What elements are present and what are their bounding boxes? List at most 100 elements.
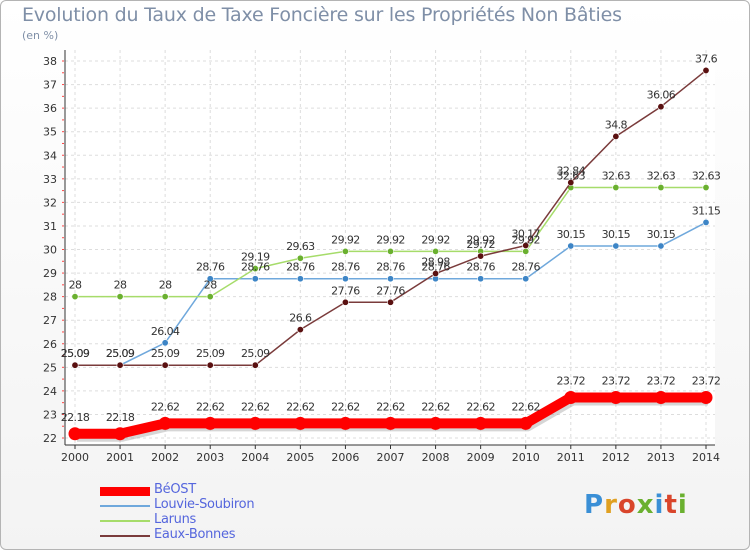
legend-label: Eaux-Bonnes xyxy=(154,527,236,542)
x-tick-label: 2008 xyxy=(422,451,450,464)
x-tick-label: 2009 xyxy=(467,451,495,464)
y-tick-label: 26 xyxy=(43,338,57,351)
series-laruns-data-label: 32.63 xyxy=(602,170,631,183)
series-eaux-bonnes-point xyxy=(432,270,440,278)
series-louvie-soubiron-data-label: 28.76 xyxy=(376,261,405,274)
series-louvie-soubiron-point xyxy=(522,275,530,283)
series-b-ost-data-label: 23.72 xyxy=(557,374,586,387)
series-louvie-soubiron-data-label: 30.15 xyxy=(602,228,631,241)
x-tick-label: 2005 xyxy=(286,451,314,464)
series-b-ost-data-label: 22.62 xyxy=(196,400,225,413)
x-tick-label: 2007 xyxy=(377,451,405,464)
y-tick-label: 25 xyxy=(43,361,57,374)
x-tick-label: 2012 xyxy=(602,451,630,464)
series-louvie-soubiron-data-label: 28.76 xyxy=(286,261,315,274)
series-eaux-bonnes-data-label: 34.8 xyxy=(605,118,628,131)
series-laruns-point xyxy=(522,247,530,255)
series-louvie-soubiron-data-label: 28.76 xyxy=(196,261,225,274)
series-eaux-bonnes-data-label: 25.09 xyxy=(196,347,225,360)
y-tick-label: 30 xyxy=(43,244,57,257)
series-b-ost-point xyxy=(338,416,352,430)
series-b-ost-point xyxy=(113,427,127,441)
series-louvie-soubiron-data-label: 28.76 xyxy=(511,261,540,274)
series-b-ost-point xyxy=(699,390,713,404)
y-tick-label: 28 xyxy=(43,291,57,304)
series-louvie-soubiron-data-label: 28.76 xyxy=(466,261,495,274)
series-b-ost-point xyxy=(203,416,217,430)
series-laruns-data-label: 29.19 xyxy=(241,251,270,264)
x-tick-label: 2004 xyxy=(241,451,269,464)
series-laruns-point xyxy=(657,184,665,192)
legend-label: BéOST xyxy=(154,482,196,497)
series-eaux-bonnes-data-label: 25.09 xyxy=(241,347,270,360)
series-laruns-point xyxy=(206,293,214,301)
x-tick-label: 2002 xyxy=(151,451,179,464)
series-louvie-soubiron-data-label: 25.09 xyxy=(106,347,135,360)
series-laruns-data-label: 29.92 xyxy=(511,233,540,246)
series-eaux-bonnes-point xyxy=(71,361,79,369)
series-eaux-bonnes-point xyxy=(612,132,620,140)
series-b-ost-data-label: 22.62 xyxy=(331,400,360,413)
series-laruns-data-label: 29.92 xyxy=(331,233,360,246)
legend-swatch xyxy=(100,535,150,537)
series-b-ost-data-label: 22.62 xyxy=(511,400,540,413)
y-tick-label: 23 xyxy=(43,408,57,421)
y-tick-label: 31 xyxy=(43,220,57,233)
series-b-ost-point xyxy=(248,416,262,430)
y-tick-label: 34 xyxy=(43,149,57,162)
series-laruns-point xyxy=(116,293,124,301)
series-b-ost-data-label: 22.62 xyxy=(421,400,450,413)
series-laruns-point xyxy=(161,293,169,301)
series-b-ost-point xyxy=(609,390,623,404)
series-eaux-bonnes-data-label: 25.09 xyxy=(61,347,90,360)
series-louvie-soubiron-point xyxy=(341,275,349,283)
series-louvie-soubiron-point xyxy=(477,275,485,283)
series-b-ost-data-label: 23.72 xyxy=(647,374,676,387)
series-louvie-soubiron-data-label: 28.76 xyxy=(421,261,450,274)
series-eaux-bonnes-point xyxy=(657,103,665,111)
legend-label: Laruns xyxy=(154,512,197,527)
series-laruns-data-label: 29.92 xyxy=(421,233,450,246)
series-laruns-data-label: 29.63 xyxy=(286,240,315,253)
series-eaux-bonnes-data-label: 26.6 xyxy=(289,312,312,325)
x-tick-label: 2014 xyxy=(692,451,720,464)
series-louvie-soubiron-point xyxy=(702,218,710,226)
series-b-ost-data-label: 22.62 xyxy=(241,400,270,413)
plot-area xyxy=(65,50,715,445)
series-louvie-soubiron-data-label: 26.04 xyxy=(151,325,180,338)
series-b-ost-point xyxy=(293,416,307,430)
chart-title: Evolution du Taux de Taxe Foncière sur l… xyxy=(22,4,622,26)
series-eaux-bonnes-point xyxy=(161,361,169,369)
series-louvie-soubiron-data-label: 31.15 xyxy=(692,204,721,217)
series-b-ost-point xyxy=(474,416,488,430)
series-b-ost-point xyxy=(158,416,172,430)
series-laruns-point xyxy=(296,254,304,262)
series-eaux-bonnes-point xyxy=(522,241,530,249)
x-tick-label: 2010 xyxy=(512,451,540,464)
y-tick-label: 32 xyxy=(43,196,57,209)
series-b-ost-point xyxy=(429,416,443,430)
series-b-ost-point xyxy=(384,416,397,430)
series-b-ost-data-label: 23.72 xyxy=(692,374,721,387)
series-b-ost-data-label: 22.18 xyxy=(61,411,90,424)
series-louvie-soubiron-point xyxy=(206,275,214,283)
series-b-ost-data-label: 23.72 xyxy=(602,374,631,387)
series-laruns-data-label: 28 xyxy=(69,279,82,292)
series-laruns-point xyxy=(702,184,710,192)
series-laruns-data-label: 32.63 xyxy=(647,170,676,183)
series-b-ost-data-label: 22.62 xyxy=(376,400,405,413)
x-tick-label: 2011 xyxy=(557,451,585,464)
series-louvie-soubiron-data-label: 28.76 xyxy=(241,261,270,274)
x-tick-label: 2013 xyxy=(647,451,675,464)
series-laruns-point xyxy=(432,247,440,255)
series-eaux-bonnes-data-label: 36.06 xyxy=(647,89,676,102)
y-tick-label: 33 xyxy=(43,173,57,186)
series-eaux-bonnes-data-label: 30.17 xyxy=(511,227,540,240)
legend-swatch xyxy=(100,520,150,522)
series-louvie-soubiron-point xyxy=(161,339,169,347)
series-b-ost-point xyxy=(564,390,578,404)
series-laruns-data-label: 28 xyxy=(114,279,127,292)
y-tick-label: 27 xyxy=(43,314,57,327)
series-laruns-point xyxy=(386,247,394,255)
series-laruns-data-label: 28 xyxy=(204,279,217,292)
